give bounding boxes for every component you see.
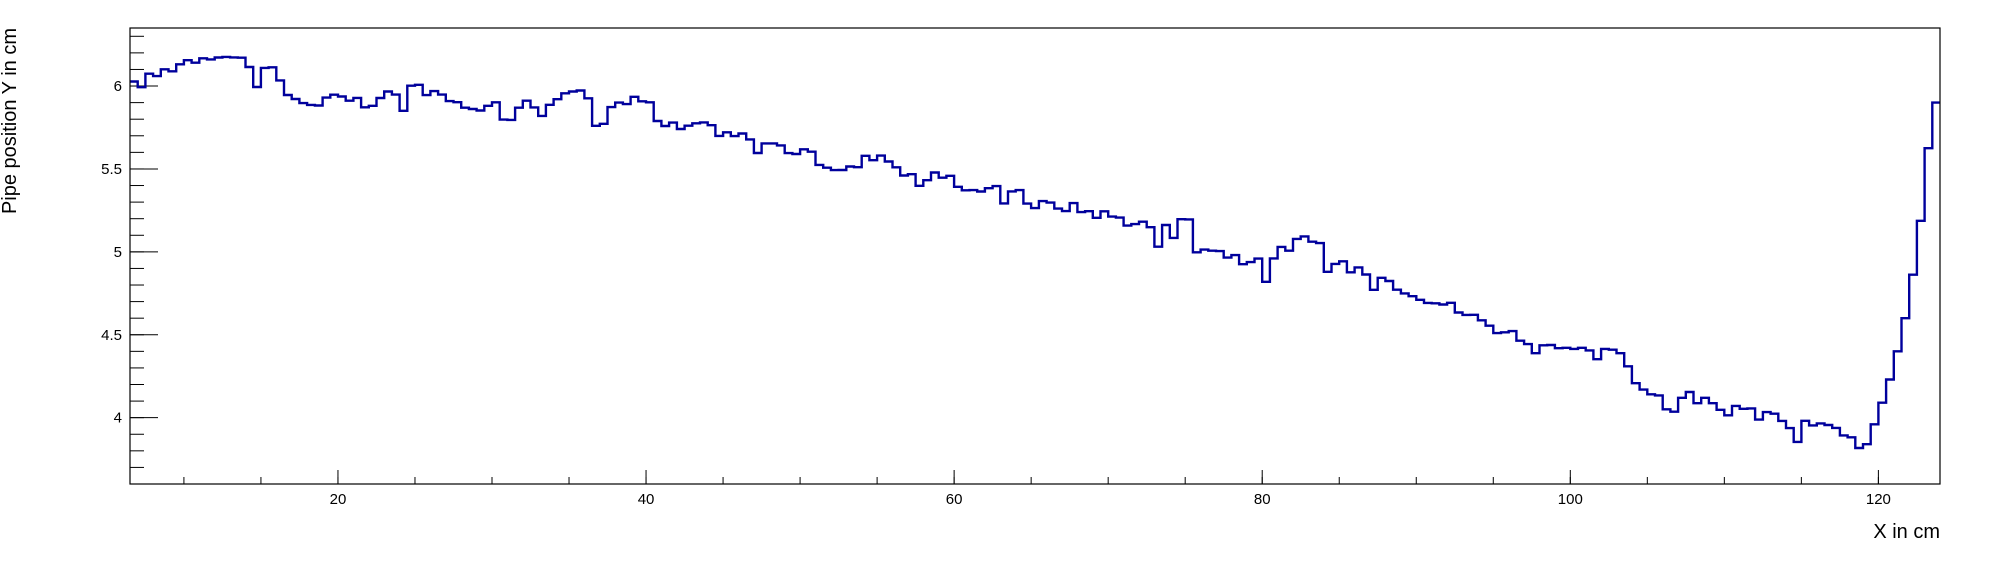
plot-frame bbox=[129, 27, 1941, 485]
x-tick-label: 100 bbox=[1558, 491, 1583, 508]
y-tick-label: 4.5 bbox=[101, 327, 122, 344]
x-tick-label: 120 bbox=[1866, 491, 1891, 508]
x-tick-label: 80 bbox=[1254, 491, 1271, 508]
y-tick-label: 6 bbox=[114, 78, 122, 95]
x-tick-labels: 20 40 60 80 100 120 bbox=[330, 491, 1891, 508]
x-axis-title: X in cm bbox=[1873, 521, 1940, 543]
x-tick-label: 40 bbox=[638, 491, 655, 508]
y-tick-label: 4 bbox=[114, 410, 122, 427]
y-tick-labels: 4 4.5 5 5.5 6 bbox=[101, 78, 122, 427]
x-tick-label: 20 bbox=[330, 491, 347, 508]
y-tick-label: 5 bbox=[114, 244, 122, 261]
x-tick-label: 60 bbox=[946, 491, 963, 508]
y-tick-label: 5.5 bbox=[101, 161, 122, 178]
y-axis-title: Pipe position Y in cm bbox=[0, 28, 21, 214]
series-line-pipe-position bbox=[130, 55, 1940, 450]
